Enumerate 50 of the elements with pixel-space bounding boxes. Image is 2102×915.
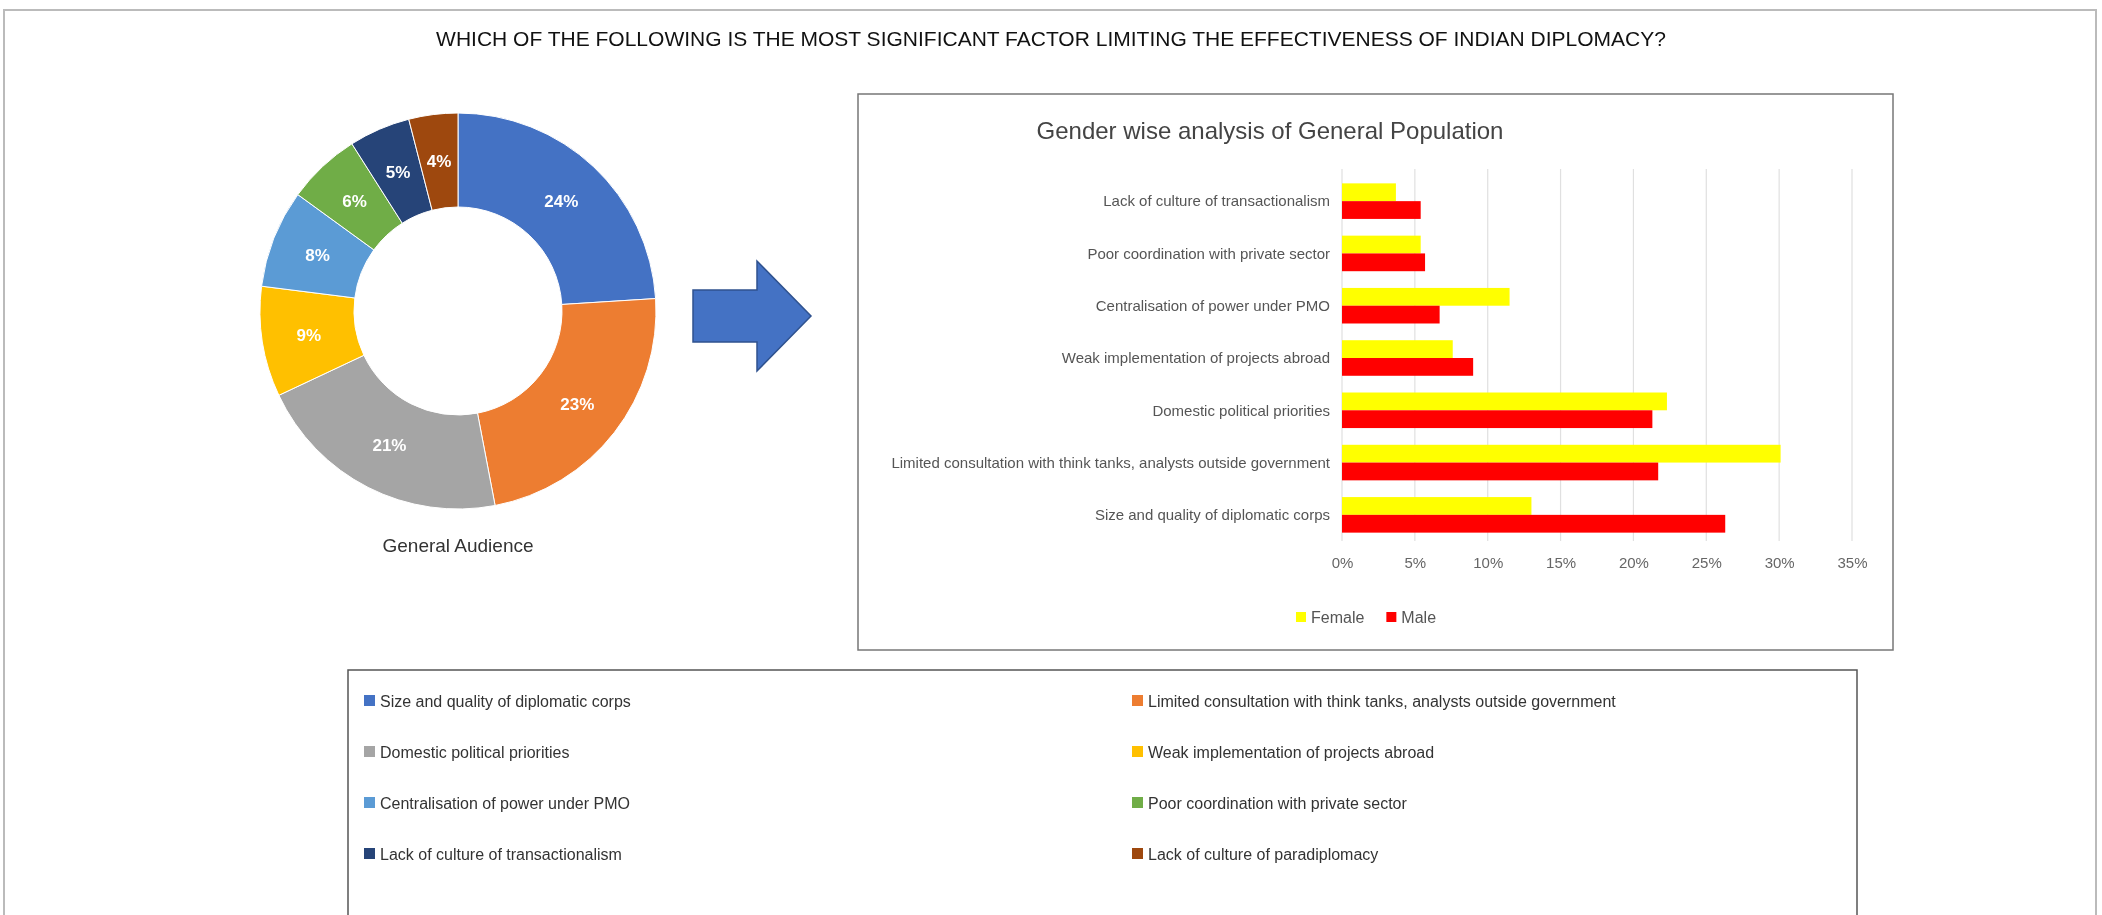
y-tick-label: Domestic political priorities bbox=[1152, 401, 1330, 419]
bar bbox=[1342, 183, 1396, 202]
data-label: 21% bbox=[372, 436, 407, 456]
legend-label: Lack of culture of transactionalism bbox=[380, 845, 622, 863]
data-label: 24% bbox=[544, 191, 579, 211]
bar bbox=[1342, 444, 1781, 463]
bar bbox=[1342, 253, 1426, 272]
x-tick-label: 35% bbox=[1837, 553, 1868, 571]
data-label: 4% bbox=[426, 152, 452, 172]
x-tick-label: 20% bbox=[1618, 553, 1649, 571]
x-tick-label: 25% bbox=[1691, 553, 1722, 571]
bar bbox=[1342, 305, 1440, 324]
legend-label: Female bbox=[1311, 608, 1365, 626]
text: General Audience bbox=[382, 535, 534, 556]
bar bbox=[1342, 514, 1726, 533]
x-tick-label: 15% bbox=[1546, 553, 1577, 571]
legend-label: Domestic political priorities bbox=[380, 743, 570, 761]
bar bbox=[1342, 462, 1659, 481]
y-tick-label: Limited consultation with think tanks, analysts outside government bbox=[891, 453, 1331, 471]
legend-label: Centralisation of power under PMO bbox=[380, 794, 630, 812]
data-label: 8% bbox=[305, 246, 330, 266]
bar bbox=[1342, 392, 1667, 411]
legend-label: Limited consultation with think tanks, analysts outside government bbox=[1148, 692, 1617, 710]
y-tick-label: Weak implementation of projects abroad bbox=[1061, 349, 1330, 367]
bar bbox=[1342, 201, 1421, 219]
legend-label: Male bbox=[1401, 608, 1437, 626]
x-tick-label: 0% bbox=[1331, 553, 1354, 571]
legend-label: Poor coordination with private sector bbox=[1148, 794, 1408, 812]
y-tick-label: Poor coordination with private sector bbox=[1087, 244, 1330, 262]
data-label: 23% bbox=[560, 394, 595, 414]
chart-title: WHICH OF THE FOLLOWING IS THE MOST SIGNIFICANT FACTOR LIMITING THE EFFECTIVENESS OF INDIAN DIPLOMACY? bbox=[436, 27, 1666, 50]
legend-label: Weak implementation of projects abroad bbox=[1148, 743, 1435, 761]
bar bbox=[1342, 410, 1653, 429]
bar bbox=[1342, 358, 1474, 376]
y-tick-label: Size and quality of diplomatic corps bbox=[1094, 506, 1330, 524]
chart-title: Gender wise analysis of General Population bbox=[1036, 117, 1504, 144]
data-label: 6% bbox=[342, 191, 367, 211]
bar bbox=[1342, 287, 1510, 306]
bar bbox=[1342, 340, 1453, 358]
x-tick-label: 10% bbox=[1473, 553, 1504, 571]
y-tick-label: Centralisation of power under PMO bbox=[1095, 296, 1330, 314]
x-tick-label: 5% bbox=[1404, 553, 1427, 571]
bar bbox=[1342, 235, 1421, 254]
y-tick-label: Lack of culture of transactionalism bbox=[1103, 192, 1330, 210]
data-label: 5% bbox=[385, 163, 411, 183]
legend-label: Lack of culture of paradiplomacy bbox=[1148, 845, 1379, 863]
bar bbox=[1342, 497, 1532, 515]
legend-label: Size and quality of diplomatic corps bbox=[380, 692, 631, 710]
x-tick-label: 30% bbox=[1764, 553, 1795, 571]
data-label: 9% bbox=[296, 325, 322, 345]
